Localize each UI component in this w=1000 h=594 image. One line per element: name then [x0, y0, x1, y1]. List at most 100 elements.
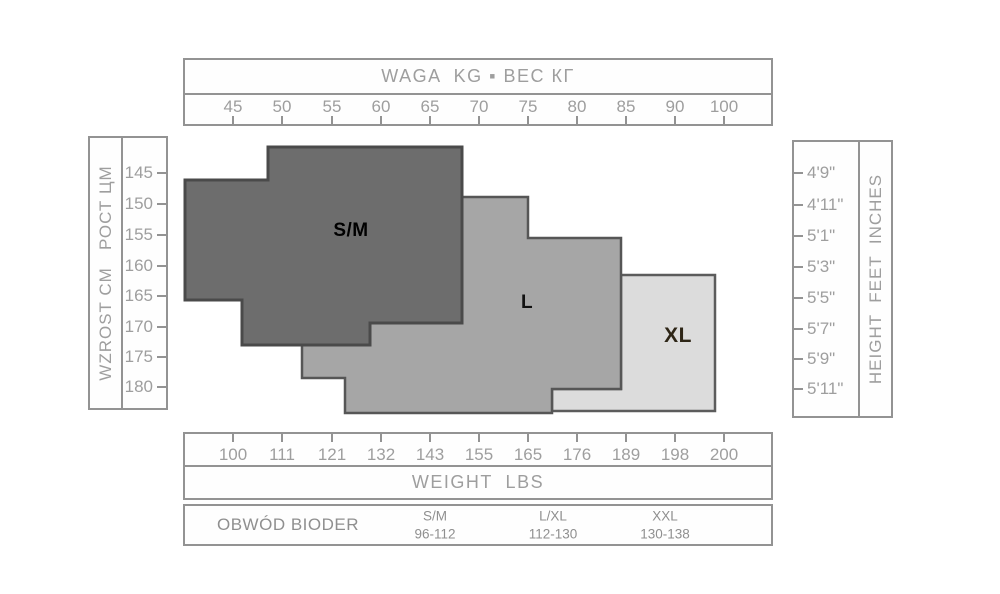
cm-tick-label: 180 [124, 377, 153, 396]
cm-tick-label: 155 [124, 225, 153, 244]
ft-tick-mark [794, 235, 803, 237]
ft-tick-label: 5'9" [807, 349, 836, 368]
hip-size-name: S/M [422, 508, 448, 524]
kg-tick-mark [331, 116, 333, 124]
kg-tick-mark [527, 116, 529, 124]
lbs-tick-label: 111 [269, 445, 295, 464]
kg-tick-mark [674, 116, 676, 124]
lbs-tick-mark [380, 434, 382, 442]
size-region-sm [183, 145, 464, 347]
kg-tick-label: 60 [371, 97, 391, 116]
lbs-tick-mark [674, 434, 676, 442]
ft-tick-mark [794, 388, 803, 390]
weight-lbs-tick-row: 100 111 121 132 143 155 165 176 189 198 200 [185, 434, 771, 465]
cm-tick-mark [157, 265, 166, 267]
ft-tick-mark [794, 328, 803, 330]
lbs-tick-label: 189 [611, 445, 641, 464]
cm-tick-mark [157, 172, 166, 174]
cm-tick-mark [157, 234, 166, 236]
kg-tick-label: 85 [616, 97, 636, 116]
kg-tick-label: 50 [272, 97, 292, 116]
ft-tick-mark [794, 172, 803, 174]
ft-tick-label: 5'1" [807, 226, 836, 245]
kg-tick-label: 80 [567, 97, 587, 116]
cm-tick-mark [157, 295, 166, 297]
kg-tick-label: 75 [518, 97, 538, 116]
ft-tick-label: 5'11" [807, 379, 844, 398]
kg-tick-label: 55 [322, 97, 342, 116]
ft-tick-label: 4'11" [807, 195, 844, 214]
lbs-tick-label: 165 [513, 445, 543, 464]
height-cm-axis-title-col: WZROST CM РОСТ ЦМ [90, 138, 123, 408]
lbs-tick-mark [281, 434, 283, 442]
hip-size-range: 130-138 [640, 526, 690, 541]
kg-tick-label: 70 [469, 97, 489, 116]
kg-tick-mark [576, 116, 578, 124]
ft-tick-mark [794, 358, 803, 360]
kg-tick-mark [478, 116, 480, 124]
ft-tick-mark [794, 266, 803, 268]
hip-size-row-label: OBWÓD BIODER [217, 515, 360, 534]
lbs-tick-mark [527, 434, 529, 442]
kg-tick-label: 100 [709, 97, 739, 116]
height-ft-axis: 4'9" 4'11" 5'1" 5'3" 5'5" 5'7" 5'9" 5'11" HEIGH… [792, 140, 893, 418]
hip-size-col-sm: S/M 96-112 [414, 507, 455, 542]
cm-tick-label: 145 [124, 163, 153, 182]
lbs-tick-label: 176 [562, 445, 592, 464]
ft-tick-label: 5'7" [807, 319, 836, 338]
cm-tick-mark [157, 356, 166, 358]
lbs-tick-mark [576, 434, 578, 442]
lbs-tick-mark [331, 434, 333, 442]
lbs-tick-label: 121 [317, 445, 347, 464]
weight-lbs-axis: 100 111 121 132 143 155 165 176 189 198 200 WEIGHT… [183, 432, 773, 500]
lbs-tick-mark [232, 434, 234, 442]
cm-tick-label: 150 [124, 194, 153, 213]
hip-size-name: XXL [652, 508, 678, 524]
cm-tick-mark [157, 326, 166, 328]
lbs-tick-mark [478, 434, 480, 442]
lbs-tick-label: 132 [366, 445, 396, 464]
kg-tick-label: 45 [223, 97, 243, 116]
height-cm-axis: WZROST CM РОСТ ЦМ 145 150 155 160 165 170 175 1… [88, 136, 168, 410]
cm-tick-mark [157, 203, 166, 205]
ft-tick-mark [794, 297, 803, 299]
height-ft-tick-col: 4'9" 4'11" 5'1" 5'3" 5'5" 5'7" 5'9" 5'11" [794, 142, 860, 416]
kg-tick-label: 90 [665, 97, 685, 116]
lbs-tick-label: 100 [218, 445, 248, 464]
ft-tick-label: 5'5" [807, 288, 836, 307]
cm-tick-label: 165 [124, 286, 153, 305]
kg-tick-mark [380, 116, 382, 124]
hip-size-range: 96-112 [414, 526, 456, 541]
lbs-tick-label: 155 [464, 445, 494, 464]
kg-tick-mark [625, 116, 627, 124]
kg-tick-label: 65 [420, 97, 440, 116]
hip-size-col-lxl: L/XL 112-130 [529, 507, 578, 542]
weight-lbs-axis-title: WEIGHT LBS [185, 465, 771, 498]
lbs-tick-label: 143 [415, 445, 445, 464]
cm-tick-mark [157, 386, 166, 388]
lbs-tick-mark [723, 434, 725, 442]
cm-tick-label: 170 [124, 317, 153, 336]
height-cm-axis-title: WZROST CM РОСТ ЦМ [95, 165, 115, 381]
lbs-tick-mark [429, 434, 431, 442]
kg-tick-mark [723, 116, 725, 124]
height-ft-axis-title-col: HEIGHT FEET INCHES [860, 142, 891, 416]
weight-kg-tick-row: 45 50 55 60 65 70 75 80 85 90 100 [185, 95, 771, 124]
lbs-tick-label: 200 [709, 445, 739, 464]
cm-tick-label: 160 [124, 256, 153, 275]
lbs-tick-mark [625, 434, 627, 442]
cm-tick-label: 175 [124, 347, 153, 366]
hip-size-range: 112-130 [528, 526, 578, 541]
height-ft-axis-title: HEIGHT FEET INCHES [865, 173, 885, 385]
ft-tick-label: 5'3" [807, 257, 836, 276]
ft-tick-label: 4'9" [807, 163, 836, 182]
weight-kg-axis: WAGA KG ▪ ВЕС КГ 45 50 55 60 65 70 75 80 85 90 100 [183, 58, 773, 126]
hip-size-name: L/XL [539, 508, 567, 524]
weight-kg-axis-title: WAGA KG ▪ ВЕС КГ [185, 60, 771, 95]
hip-size-col-xxl: XXL 130-138 [640, 507, 690, 542]
hip-size-table: OBWÓD BIODER S/M 96-112 L/XL 112-130 XXL 130-… [183, 504, 773, 546]
kg-tick-mark [232, 116, 234, 124]
lbs-tick-label: 198 [660, 445, 690, 464]
